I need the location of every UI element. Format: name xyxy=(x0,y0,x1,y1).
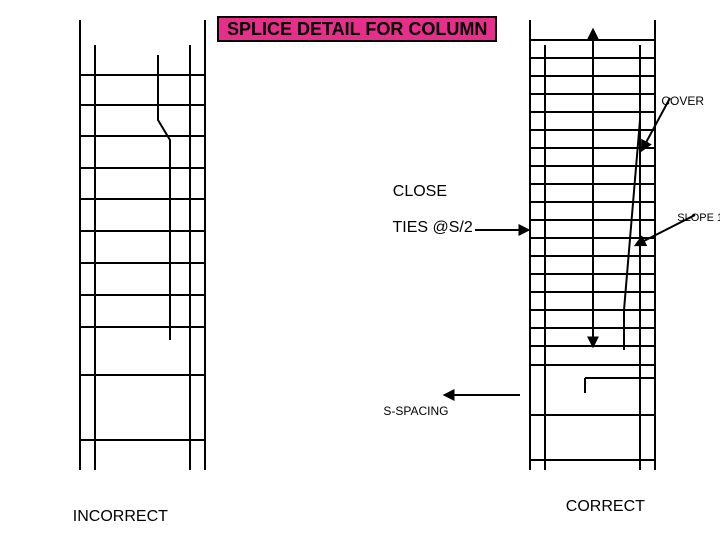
incorrect-text: INCORRECT xyxy=(73,508,168,525)
correct-label: CORRECT xyxy=(548,480,645,534)
correct-text: CORRECT xyxy=(566,498,645,515)
title-box: SPLICE DETAIL FOR COLUMN xyxy=(217,16,497,42)
title-text: SPLICE DETAIL FOR COLUMN xyxy=(227,19,487,40)
close-ties-line1: CLOSE xyxy=(393,183,447,200)
canvas: SPLICE DETAIL FOR COLUMN COVER CLOSE TIE… xyxy=(0,0,720,540)
s-spacing-label: S-SPACING xyxy=(370,390,448,432)
slope-text: SLOPE 1: 6 xyxy=(677,212,720,224)
cover-text: COVER xyxy=(661,94,704,108)
s-spacing-text: S-SPACING xyxy=(383,404,448,418)
close-ties-line2: TIES @S/2 xyxy=(393,219,473,236)
close-ties-label: CLOSE TIES @S/2 xyxy=(375,165,473,255)
cover-label: COVER xyxy=(648,80,704,122)
diagram-lines xyxy=(0,0,720,540)
incorrect-label: INCORRECT xyxy=(55,490,168,540)
slope-label: SLOPE 1: 6 xyxy=(665,200,720,236)
